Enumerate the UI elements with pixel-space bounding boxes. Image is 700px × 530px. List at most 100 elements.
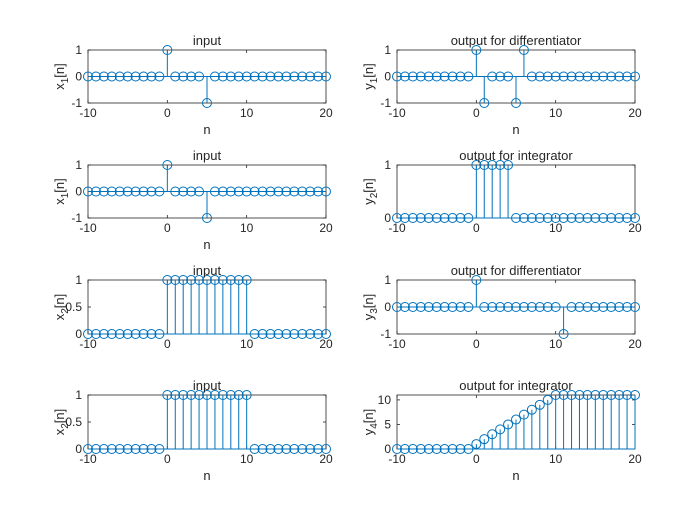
stem-marker bbox=[178, 275, 189, 285]
y-tick-label: 5 bbox=[384, 417, 391, 431]
stem-marker bbox=[217, 390, 228, 400]
y-tick-label: 0.5 bbox=[65, 415, 82, 429]
y-tick-label: 0.5 bbox=[65, 300, 82, 314]
y-axis-label: y2[n] bbox=[361, 178, 380, 205]
stem-marker bbox=[202, 213, 212, 223]
x-tick-label: 10 bbox=[549, 337, 563, 351]
y-tick-label: 0 bbox=[384, 442, 391, 456]
stem-marker bbox=[202, 275, 212, 285]
x-tick-label: 10 bbox=[240, 106, 254, 120]
x-axis-label: n bbox=[203, 237, 210, 252]
y-tick-label: 0 bbox=[75, 442, 82, 456]
subplot-title: output for differentiator bbox=[451, 263, 582, 278]
stem-marker bbox=[590, 390, 601, 400]
y-label-subscript: 4 bbox=[369, 423, 380, 429]
y-tick-label: 0 bbox=[384, 211, 391, 225]
stem-marker bbox=[479, 98, 490, 108]
y-tick-label: 0 bbox=[75, 185, 82, 199]
x-axis-label: n bbox=[512, 468, 519, 483]
stem-marker bbox=[511, 414, 521, 425]
x-tick-label: -10 bbox=[388, 337, 406, 351]
stem-marker bbox=[162, 275, 173, 285]
x-tick-label: 10 bbox=[549, 452, 563, 466]
y-label-base: x bbox=[52, 83, 67, 90]
y-label-subscript: 1 bbox=[60, 77, 71, 83]
axes-frame bbox=[396, 164, 636, 219]
stem-marker bbox=[598, 390, 609, 400]
y-label-index: [n] bbox=[52, 178, 67, 192]
stem-marker bbox=[622, 390, 633, 400]
x-tick-label: 0 bbox=[473, 221, 480, 235]
x-tick-label: -10 bbox=[79, 106, 97, 120]
y-tick-label: -1 bbox=[71, 96, 82, 110]
x-tick-label: 0 bbox=[164, 337, 171, 351]
stem-marker bbox=[162, 390, 173, 400]
stem-marker bbox=[241, 390, 252, 400]
x-tick-label: 10 bbox=[549, 106, 563, 120]
stem-marker bbox=[574, 390, 585, 400]
y-tick-label: 10 bbox=[378, 393, 392, 407]
subplot-title: input bbox=[193, 148, 222, 163]
x-tick-label: 0 bbox=[473, 452, 480, 466]
y-tick-label: 0 bbox=[384, 300, 391, 314]
stem-marker bbox=[487, 429, 498, 440]
y-label-index: [n] bbox=[361, 178, 376, 192]
stem-marker bbox=[162, 45, 173, 55]
y-axis-label: y1[n] bbox=[361, 63, 380, 90]
y-label-base: x bbox=[52, 428, 67, 435]
stem-marker bbox=[217, 275, 228, 285]
x-tick-label: 0 bbox=[164, 452, 171, 466]
stem-marker bbox=[471, 275, 482, 285]
stem-marker bbox=[495, 424, 506, 435]
stem-marker bbox=[511, 98, 521, 108]
x-tick-label: 20 bbox=[628, 337, 642, 351]
x-axis-label: n bbox=[203, 468, 210, 483]
stem-marker bbox=[209, 390, 220, 400]
stem-marker bbox=[558, 329, 569, 339]
stem-marker bbox=[526, 404, 537, 415]
stem-marker bbox=[178, 390, 189, 400]
y-tick-label: 0 bbox=[75, 327, 82, 341]
stem-marker bbox=[225, 275, 236, 285]
x-tick-label: 10 bbox=[549, 221, 563, 235]
y-label-base: y bbox=[361, 198, 376, 205]
y-label-subscript: 3 bbox=[369, 308, 380, 314]
y-tick-label: 1 bbox=[75, 388, 82, 402]
stem-marker bbox=[233, 275, 244, 285]
y-axis-label: x1[n] bbox=[52, 178, 71, 205]
y-tick-label: 0 bbox=[384, 70, 391, 84]
y-axis-label: x1[n] bbox=[52, 63, 71, 90]
stem-marker bbox=[518, 45, 529, 55]
stem-marker bbox=[542, 394, 553, 405]
y-label-subscript: 2 bbox=[369, 192, 380, 198]
x-tick-label: 10 bbox=[240, 452, 254, 466]
y-axis-label: y4[n] bbox=[361, 409, 380, 436]
y-tick-label: -1 bbox=[380, 96, 391, 110]
stem-marker bbox=[606, 390, 617, 400]
y-axis-label: y3[n] bbox=[361, 294, 380, 321]
x-tick-label: 0 bbox=[473, 106, 480, 120]
y-label-subscript: 1 bbox=[60, 192, 71, 198]
y-tick-label: 0 bbox=[75, 70, 82, 84]
x-tick-label: -10 bbox=[388, 106, 406, 120]
y-label-index: [n] bbox=[52, 409, 67, 423]
y-label-subscript: 1 bbox=[369, 77, 380, 83]
y-tick-label: 1 bbox=[384, 273, 391, 287]
stem-marker bbox=[471, 45, 482, 55]
y-label-index: [n] bbox=[361, 294, 376, 308]
stem-marker bbox=[558, 390, 569, 400]
x-tick-label: -10 bbox=[388, 452, 406, 466]
stem-marker bbox=[170, 390, 181, 400]
y-tick-label: 1 bbox=[75, 158, 82, 172]
stem-marker bbox=[233, 390, 244, 400]
x-tick-label: 0 bbox=[164, 106, 171, 120]
x-tick-label: 20 bbox=[319, 221, 333, 235]
stem-marker bbox=[630, 390, 640, 400]
stem-marker bbox=[202, 98, 212, 108]
subplot-title: output for integrator bbox=[459, 378, 573, 393]
